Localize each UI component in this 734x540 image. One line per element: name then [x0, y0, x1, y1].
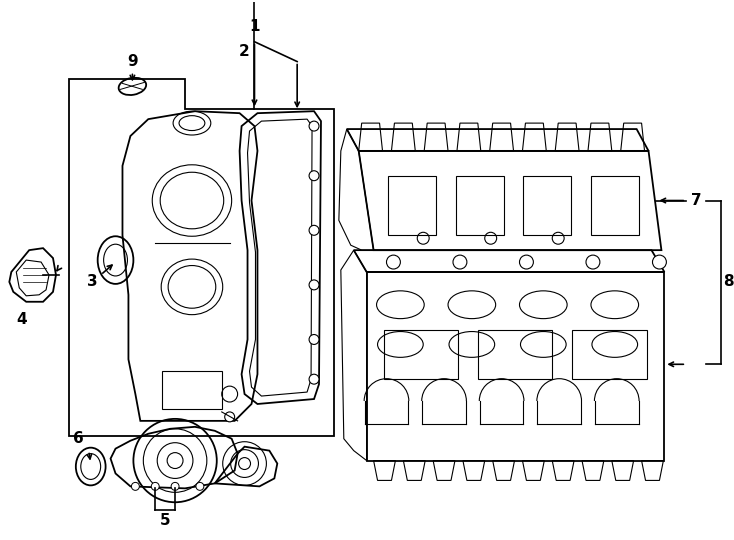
Bar — [456, 176, 504, 235]
Bar — [523, 176, 571, 235]
Bar — [572, 329, 647, 379]
Circle shape — [131, 482, 139, 490]
Text: 3: 3 — [87, 274, 98, 289]
Circle shape — [151, 482, 159, 490]
Bar — [162, 371, 222, 409]
Text: 9: 9 — [127, 54, 138, 69]
Text: 1: 1 — [250, 19, 260, 35]
Circle shape — [171, 482, 179, 490]
Circle shape — [387, 255, 400, 269]
Bar — [388, 176, 436, 235]
Text: 4: 4 — [16, 312, 26, 327]
Bar — [383, 329, 458, 379]
Circle shape — [653, 255, 666, 269]
Circle shape — [309, 171, 319, 181]
Text: 7: 7 — [691, 193, 702, 208]
Bar — [591, 176, 639, 235]
Circle shape — [309, 280, 319, 290]
Circle shape — [309, 225, 319, 235]
Text: 8: 8 — [724, 274, 734, 289]
Circle shape — [453, 255, 467, 269]
Circle shape — [309, 374, 319, 384]
Circle shape — [225, 412, 235, 422]
Circle shape — [196, 482, 204, 490]
Circle shape — [520, 255, 534, 269]
Circle shape — [586, 255, 600, 269]
Circle shape — [309, 334, 319, 345]
Text: 5: 5 — [160, 512, 170, 528]
Text: 2: 2 — [239, 44, 250, 59]
Text: 6: 6 — [73, 431, 84, 446]
Circle shape — [309, 121, 319, 131]
Bar — [478, 329, 552, 379]
